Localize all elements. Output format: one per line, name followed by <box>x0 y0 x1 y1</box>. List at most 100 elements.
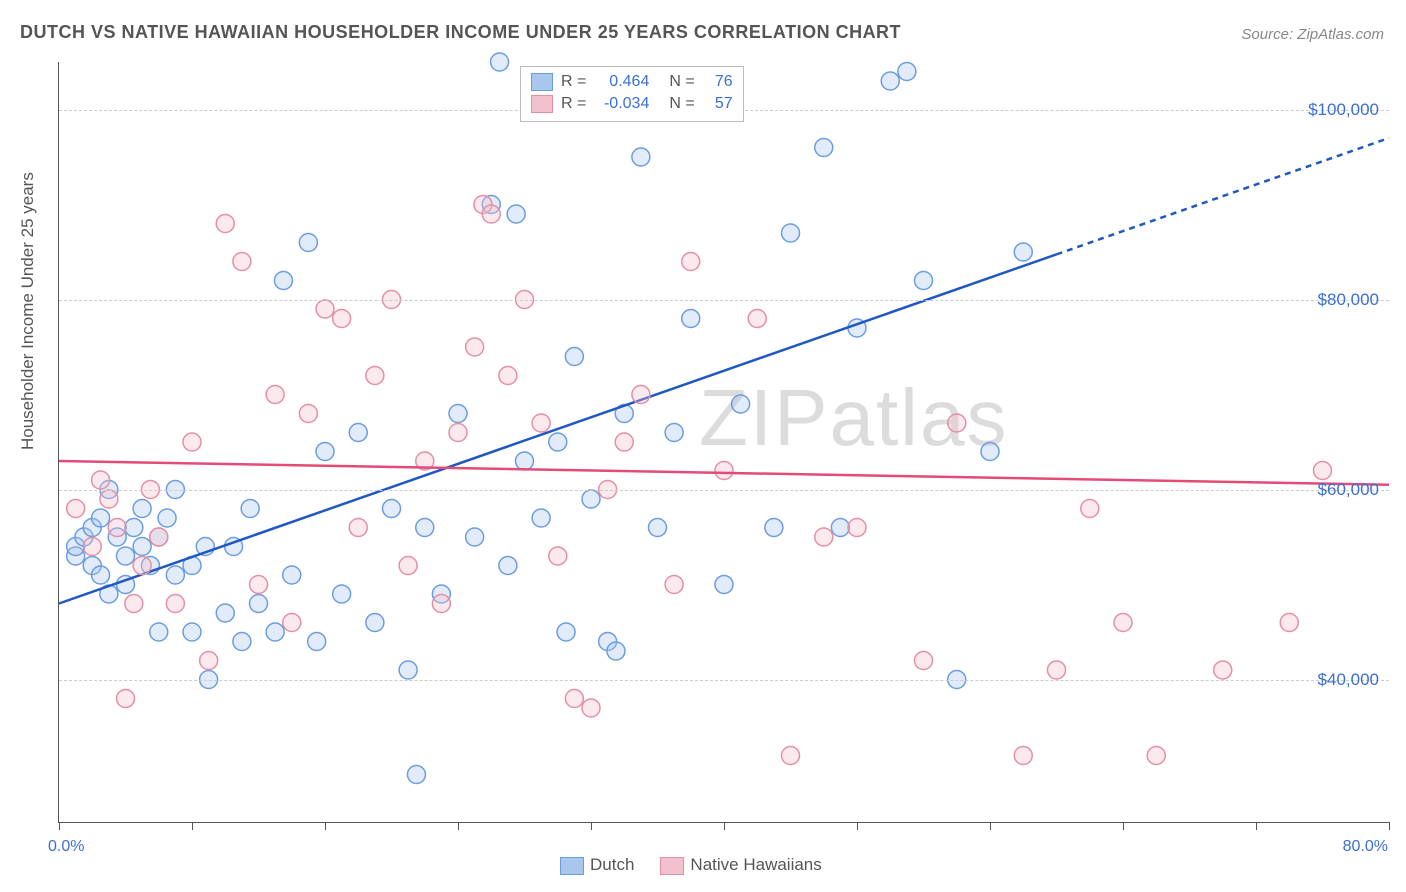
correlation-legend: R =0.464N =76R =-0.034N =57 <box>520 66 744 122</box>
x-max-label: 80.0% <box>1343 838 1388 856</box>
source-site: ZipAtlas.com <box>1297 26 1384 43</box>
data-point <box>92 509 110 527</box>
data-point <box>665 576 683 594</box>
y-tick-label: $60,000 <box>1318 480 1379 500</box>
data-point <box>67 500 85 518</box>
legend-n-value: 57 <box>703 93 733 115</box>
data-point <box>449 424 467 442</box>
data-point <box>133 538 151 556</box>
data-point <box>407 766 425 784</box>
legend-n-label: N = <box>669 93 694 115</box>
data-point <box>466 338 484 356</box>
data-point <box>1014 243 1032 261</box>
source-label: Source: <box>1241 26 1297 43</box>
data-point <box>83 538 101 556</box>
data-point <box>682 253 700 271</box>
legend-row: R =0.464N =76 <box>531 71 733 93</box>
data-point <box>117 690 135 708</box>
series-legend: Dutch Native Hawaiians <box>560 855 822 875</box>
data-point <box>532 509 550 527</box>
data-point <box>466 528 484 546</box>
data-point <box>349 424 367 442</box>
data-point <box>250 576 268 594</box>
data-point <box>166 566 184 584</box>
data-point <box>125 595 143 613</box>
data-point <box>316 443 334 461</box>
data-point <box>233 253 251 271</box>
data-point <box>607 642 625 660</box>
data-point <box>632 148 650 166</box>
data-point <box>241 500 259 518</box>
data-point <box>316 300 334 318</box>
legend-r-value: 0.464 <box>594 71 649 93</box>
legend-r-label: R = <box>561 71 586 93</box>
data-point <box>665 424 683 442</box>
data-point <box>308 633 326 651</box>
data-point <box>898 63 916 81</box>
data-point <box>183 433 201 451</box>
legend-n-label: N = <box>669 71 694 93</box>
data-point <box>150 623 168 641</box>
data-point <box>383 500 401 518</box>
x-tick <box>458 822 459 830</box>
x-tick <box>1256 822 1257 830</box>
data-point <box>183 623 201 641</box>
data-point <box>1280 614 1298 632</box>
data-point <box>557 623 575 641</box>
y-axis-label: Householder Income Under 25 years <box>18 172 38 450</box>
data-point <box>565 690 583 708</box>
gridline <box>59 490 1389 491</box>
data-point <box>108 519 126 537</box>
data-point <box>133 500 151 518</box>
data-point <box>1214 661 1232 679</box>
data-point <box>399 661 417 679</box>
x-min-label: 0.0% <box>48 838 84 856</box>
data-point <box>815 139 833 157</box>
legend-swatch <box>531 95 553 113</box>
data-point <box>166 595 184 613</box>
data-point <box>1081 500 1099 518</box>
x-tick <box>59 822 60 830</box>
data-point <box>582 490 600 508</box>
data-point <box>782 224 800 242</box>
legend-item-label: Dutch <box>590 855 634 874</box>
data-point <box>266 386 284 404</box>
data-point <box>432 595 450 613</box>
data-point <box>283 614 301 632</box>
legend-r-label: R = <box>561 93 586 115</box>
data-point <box>565 348 583 366</box>
data-point <box>632 386 650 404</box>
data-point <box>765 519 783 537</box>
data-point <box>582 699 600 717</box>
data-point <box>92 471 110 489</box>
trend-line-extrapolated <box>1057 138 1390 254</box>
source-attribution: Source: ZipAtlas.com <box>1241 26 1384 43</box>
data-point <box>1114 614 1132 632</box>
data-point <box>715 576 733 594</box>
data-point <box>649 519 667 537</box>
legend-item: Native Hawaiians <box>660 855 821 875</box>
data-point <box>266 623 284 641</box>
legend-item-label: Native Hawaiians <box>690 855 821 874</box>
x-tick <box>1389 822 1390 830</box>
data-point <box>349 519 367 537</box>
data-point <box>133 557 151 575</box>
data-point <box>233 633 251 651</box>
data-point <box>848 519 866 537</box>
data-point <box>274 272 292 290</box>
x-tick <box>192 822 193 830</box>
data-point <box>299 405 317 423</box>
data-point <box>333 585 351 603</box>
data-point <box>549 547 567 565</box>
data-point <box>615 433 633 451</box>
data-point <box>333 310 351 328</box>
gridline <box>59 300 1389 301</box>
data-point <box>92 566 110 584</box>
plot-area: ZIPatlas $40,000$60,000$80,000$100,000 <box>58 62 1389 823</box>
legend-r-value: -0.034 <box>594 93 649 115</box>
data-point <box>399 557 417 575</box>
data-point <box>216 215 234 233</box>
data-point <box>516 452 534 470</box>
x-tick <box>990 822 991 830</box>
data-point <box>499 367 517 385</box>
